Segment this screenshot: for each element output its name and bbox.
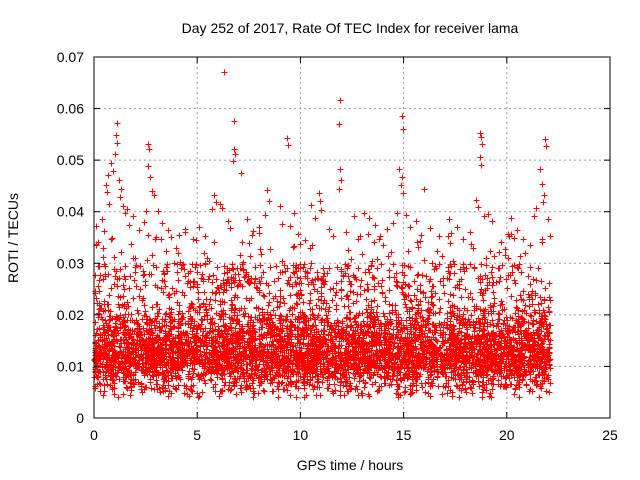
- y-tick-label: 0.05: [57, 152, 84, 168]
- scatter-points-path: [91, 69, 554, 401]
- y-tick-label: 0: [76, 410, 84, 426]
- y-tick-label: 0.07: [57, 49, 84, 65]
- y-axis-label: ROTI / TECUs: [5, 193, 21, 283]
- y-ticks: 0 0.01 0.02 0.03 0.04 0.05 0.06 0.07: [57, 49, 610, 426]
- x-axis-label: GPS time / hours: [297, 457, 404, 473]
- y-tick-label: 0.02: [57, 307, 84, 323]
- x-tick-label: 25: [602, 427, 618, 443]
- data-points: [91, 69, 554, 401]
- y-tick-label: 0.03: [57, 255, 84, 271]
- x-tick-label: 15: [396, 427, 412, 443]
- chart-title: Day 252 of 2017, Rate Of TEC Index for r…: [182, 20, 519, 36]
- x-tick-label: 10: [293, 427, 309, 443]
- x-tick-label: 20: [499, 427, 515, 443]
- x-tick-label: 5: [193, 427, 201, 443]
- x-tick-label: 0: [90, 427, 98, 443]
- y-tick-label: 0.06: [57, 101, 84, 117]
- y-tick-label: 0.04: [57, 204, 84, 220]
- y-tick-label: 0.01: [57, 358, 84, 374]
- x-ticks: 0 5 10 15 20 25: [90, 57, 618, 443]
- plot-frame: [93, 56, 611, 419]
